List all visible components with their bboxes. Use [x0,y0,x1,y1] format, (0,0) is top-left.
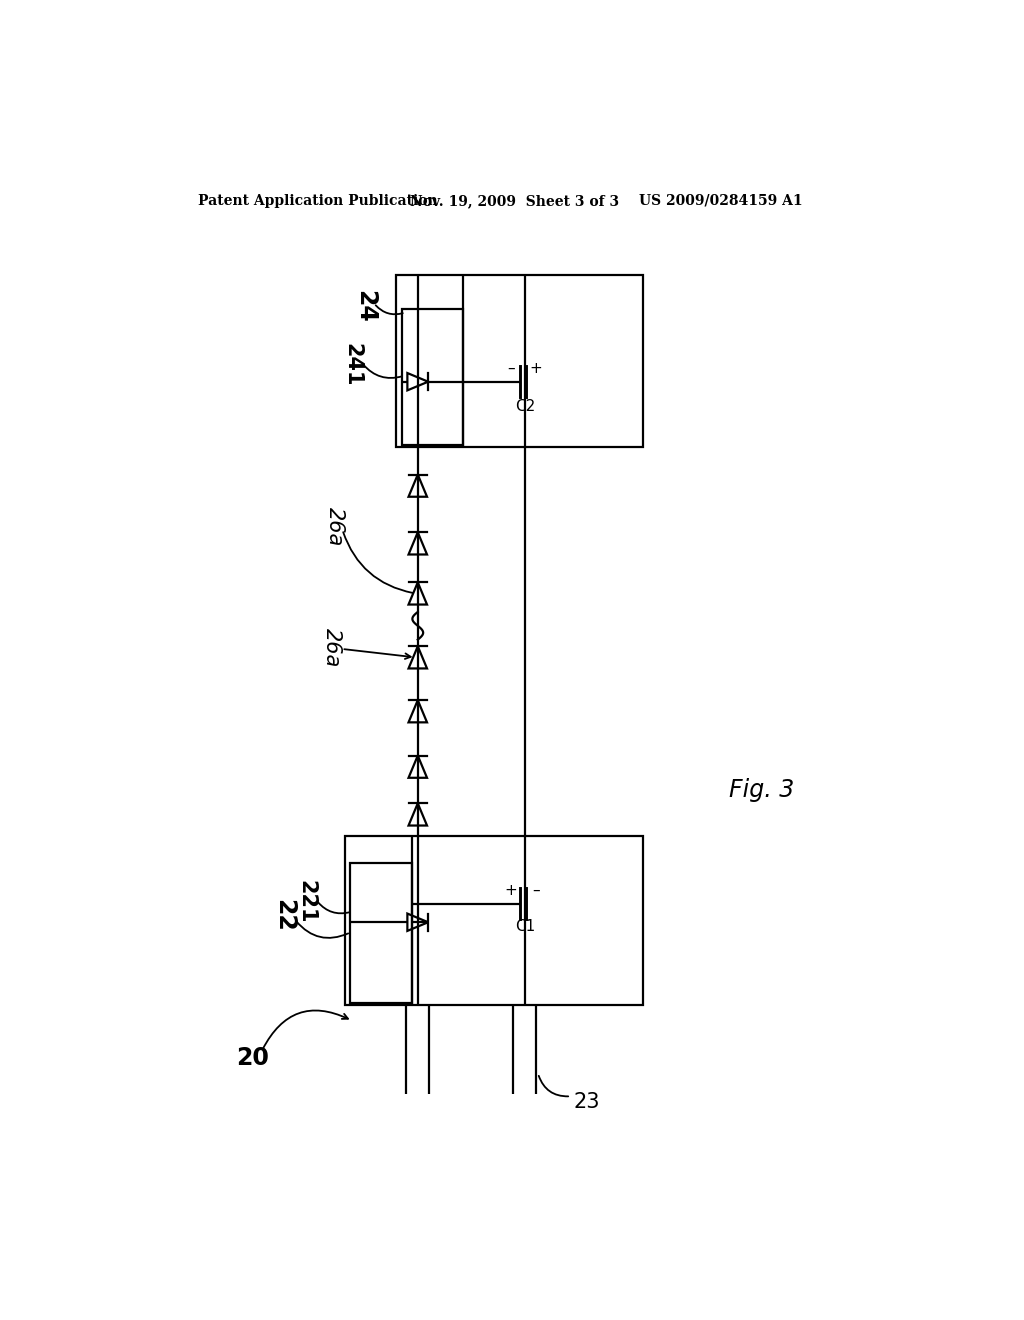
Text: 24: 24 [353,290,378,322]
Bar [402,309,463,445]
Text: US 2009/0284159 A1: US 2009/0284159 A1 [639,194,803,207]
Text: 26a: 26a [323,628,342,667]
Text: –: – [531,883,540,898]
Text: 241: 241 [342,343,362,387]
Text: C2: C2 [515,399,535,414]
Bar [396,276,643,447]
Text: 221: 221 [296,879,316,923]
Text: 22: 22 [272,899,297,932]
Text: Fig. 3: Fig. 3 [729,777,795,801]
Text: 26a: 26a [325,507,345,546]
Text: Patent Application Publication: Patent Application Publication [199,194,438,207]
Text: +: + [529,362,542,376]
Text: Nov. 19, 2009  Sheet 3 of 3: Nov. 19, 2009 Sheet 3 of 3 [410,194,620,207]
Bar [350,863,412,1003]
Bar [345,836,643,1006]
Text: 23: 23 [573,1092,600,1111]
Text: C1: C1 [515,919,535,935]
Text: –: – [507,362,515,376]
Text: +: + [505,883,517,898]
Text: 20: 20 [236,1045,268,1069]
